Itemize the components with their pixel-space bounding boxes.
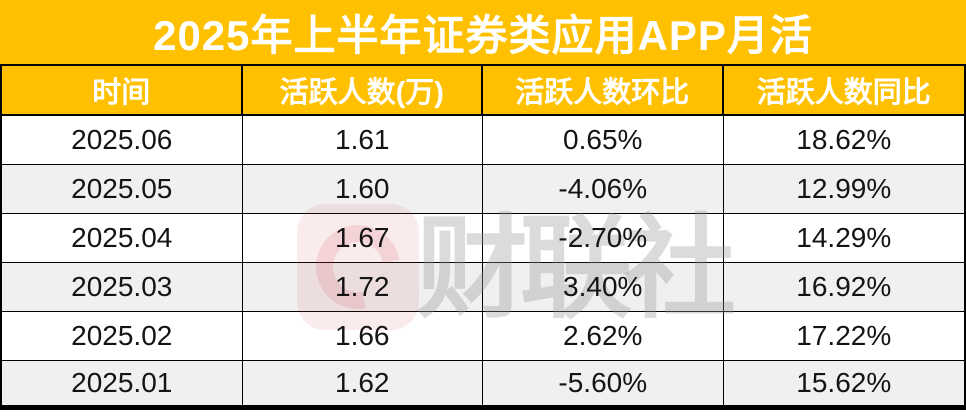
- table-cell: 16.92%: [796, 271, 892, 302]
- table-cell: 15.62%: [796, 367, 892, 398]
- table-cell: 2025.06: [2, 116, 243, 164]
- header-cell-mom: 活跃人数环比: [483, 66, 724, 114]
- table-row: 2025.06 1.61 0.65% 18.62%: [0, 116, 966, 165]
- table-cell: 1.67: [243, 214, 483, 262]
- table-cell: 2025.05: [2, 165, 243, 213]
- table-cell: 12.99%: [796, 173, 892, 204]
- table-cell: 2.62%: [483, 312, 724, 360]
- table-cell: 1.62: [243, 361, 483, 405]
- table-row: 2025.04 1.67 -2.70% 14.29%: [0, 214, 966, 263]
- table-cell: 14.29%: [796, 222, 892, 253]
- table-cell: 2025.04: [2, 214, 243, 262]
- table-cell: 2025.01: [2, 361, 243, 405]
- mau-table: 时间 活跃人数(万) 活跃人数环比 活跃人数同比 2025.06 1.61 0.…: [0, 66, 966, 410]
- table-cell: 3.40%: [483, 263, 724, 311]
- title-bar: 2025年上半年证券类应用APP月活: [0, 0, 966, 66]
- header-cell-active-users: 活跃人数(万): [243, 66, 483, 114]
- table-row: 2025.02 1.66 2.62% 17.22%: [0, 312, 966, 361]
- table-cell: 1.72: [243, 263, 483, 311]
- table-row: 2025.01 1.62 -5.60% 15.62%: [0, 361, 966, 410]
- header-cell-yoy: 活跃人数同比: [756, 77, 931, 109]
- table-cell: 18.62%: [796, 124, 892, 155]
- table-cell: 2025.02: [2, 312, 243, 360]
- table-cell: -2.70%: [483, 214, 724, 262]
- table-row: 2025.05 1.60 -4.06% 12.99%: [0, 165, 966, 214]
- table-cell: 0.65%: [483, 116, 724, 164]
- table-cell: 1.66: [243, 312, 483, 360]
- header-cell-time: 时间: [2, 66, 243, 114]
- table-row: 2025.03 1.72 3.40% 16.92%: [0, 263, 966, 312]
- table-cell: 1.60: [243, 165, 483, 213]
- table-cell: -4.06%: [483, 165, 724, 213]
- page-title: 2025年上半年证券类应用APP月活: [153, 11, 813, 59]
- table-cell: 2025.03: [2, 263, 243, 311]
- table-cell: 1.61: [243, 116, 483, 164]
- table-cell: 17.22%: [796, 320, 892, 351]
- table-cell: -5.60%: [483, 361, 724, 405]
- table-header-row: 时间 活跃人数(万) 活跃人数环比 活跃人数同比: [0, 66, 966, 116]
